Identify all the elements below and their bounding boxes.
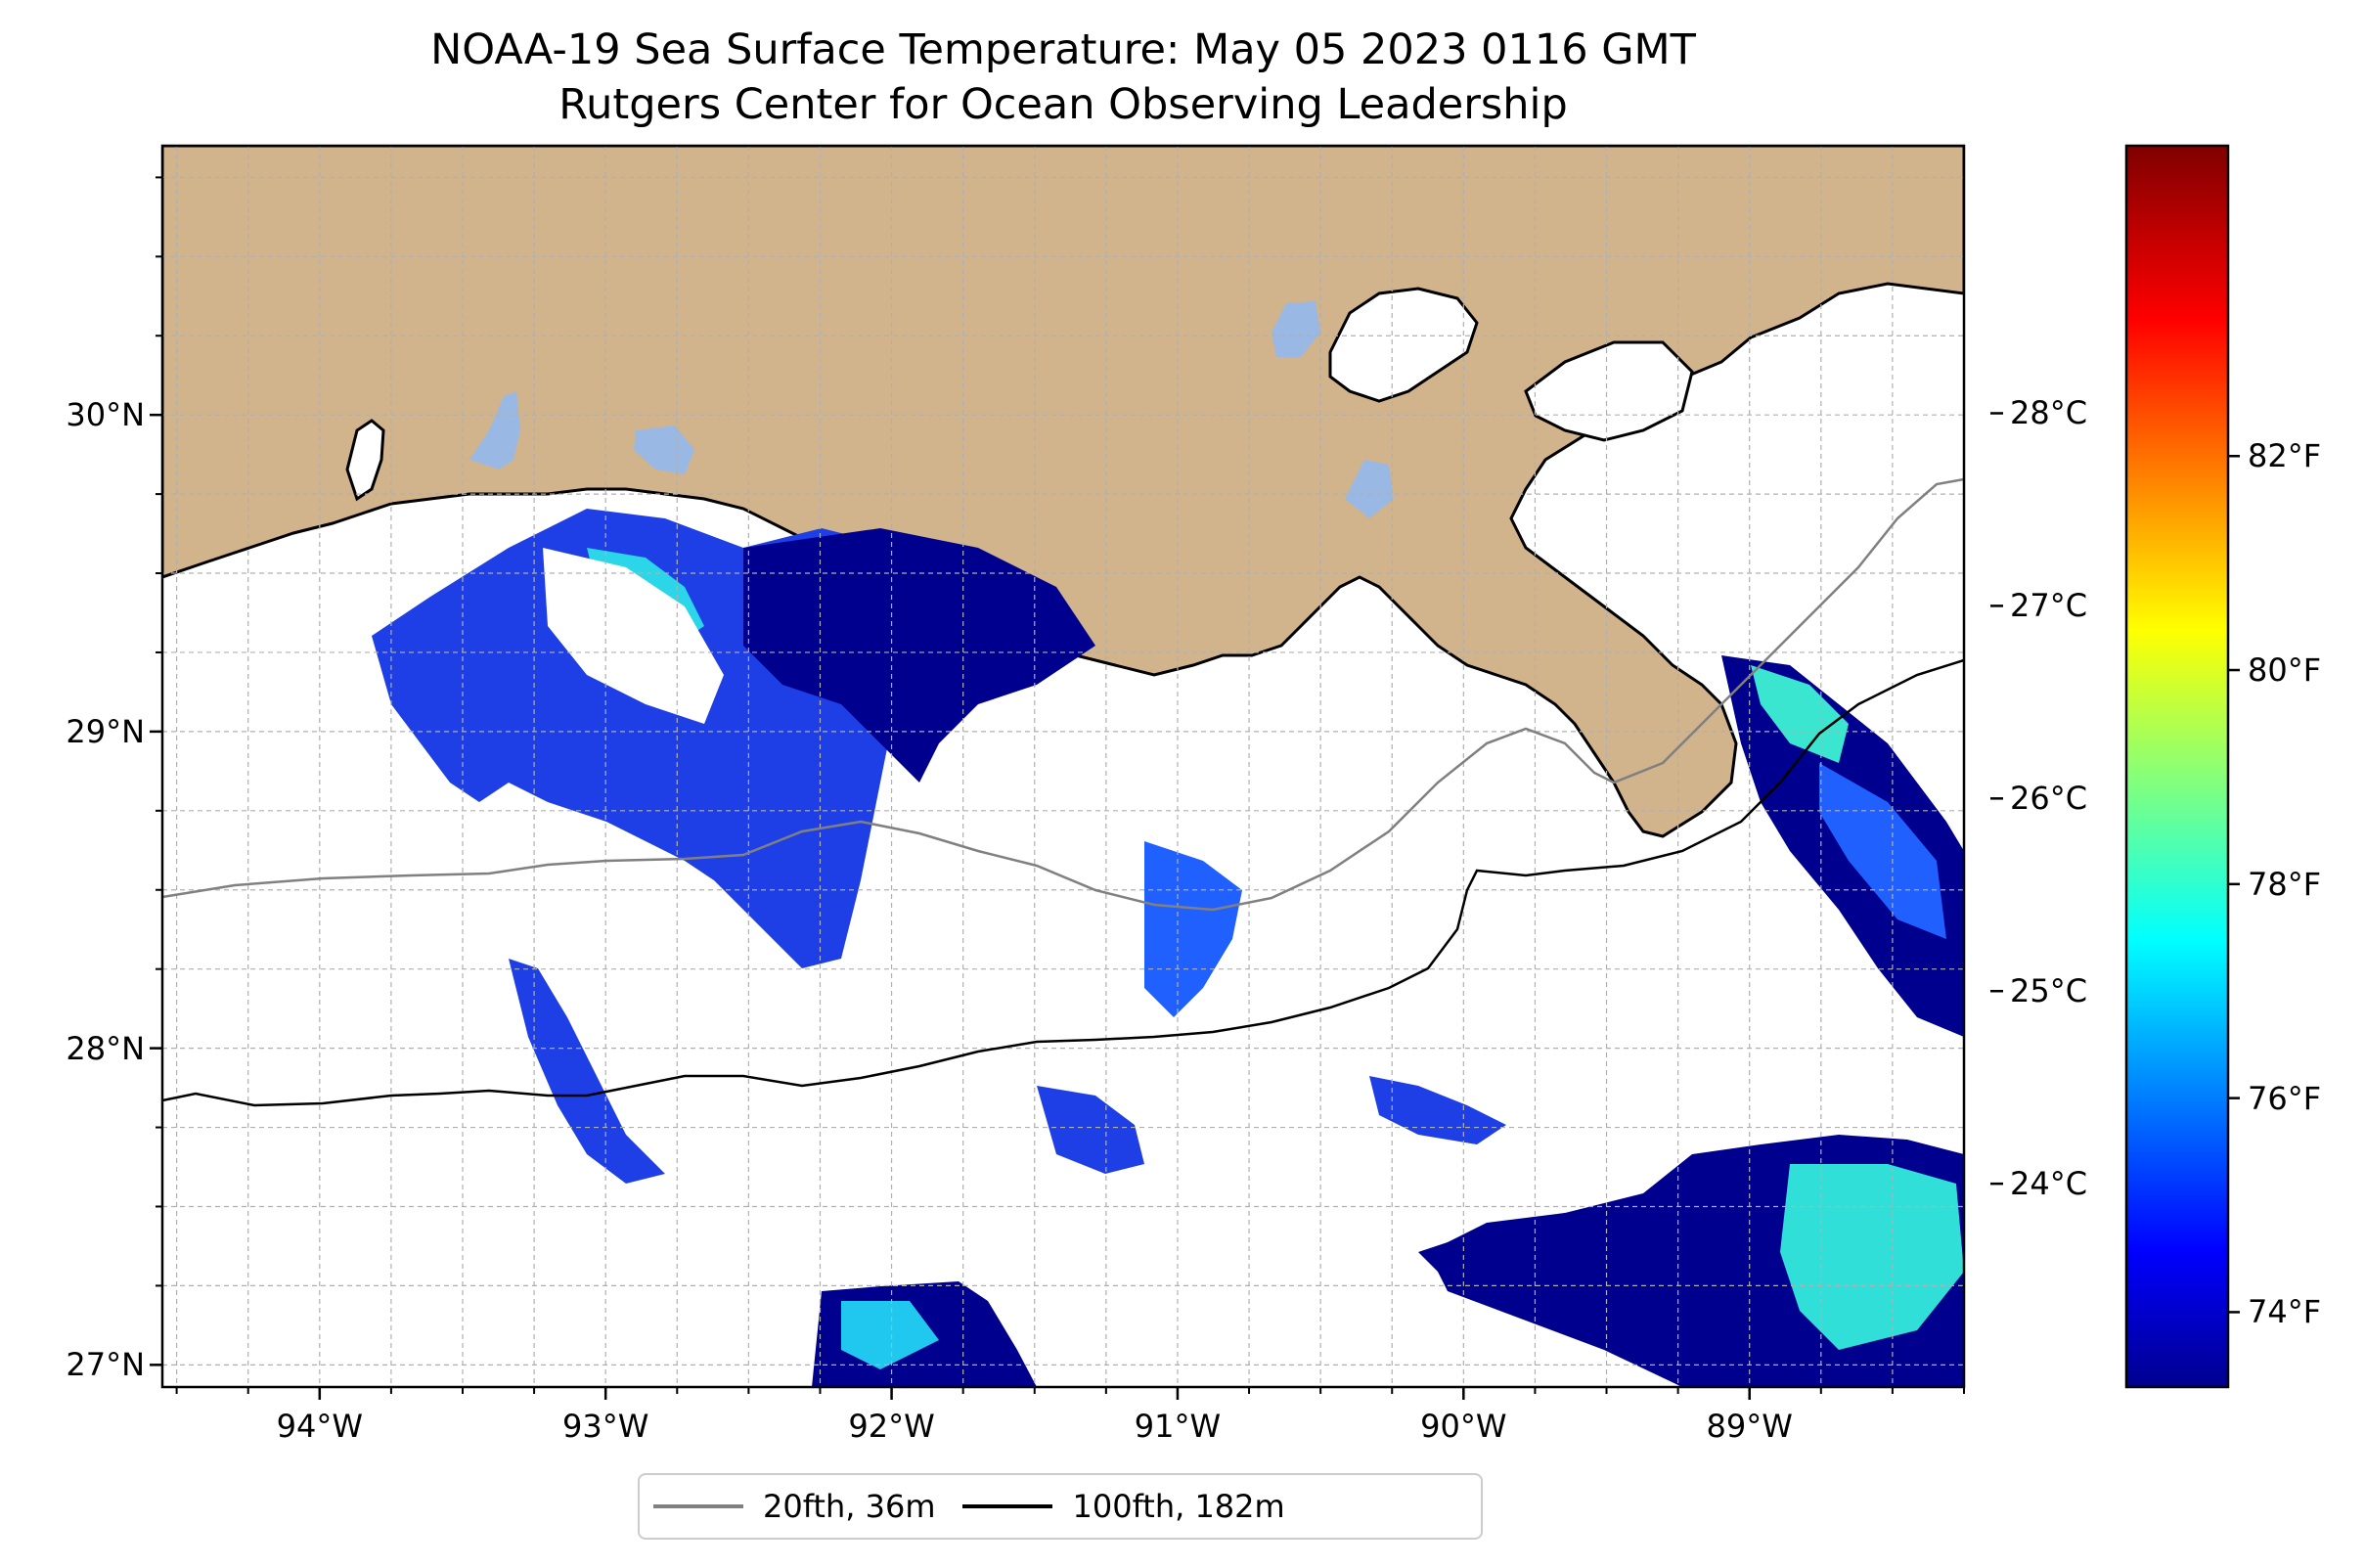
- inland-lake: [1272, 301, 1320, 357]
- colorbar-label-f: 74°F: [2248, 1293, 2322, 1331]
- colorbar-ticks: [1990, 412, 2240, 1314]
- colorbar: [2124, 144, 2230, 1389]
- legend-entry-100fth: 100fth, 182m: [962, 1488, 1285, 1525]
- legend-entry-20fth: 20fth, 36m: [653, 1488, 935, 1525]
- colorbar-label-c: 28°C: [2010, 394, 2088, 432]
- lake-borgne: [1524, 340, 1694, 442]
- isobath-100fth: [162, 658, 1964, 1107]
- land-mass: [162, 146, 1964, 838]
- sabine-lake: [345, 419, 385, 502]
- legend-swatch-100fth: [962, 1504, 1053, 1508]
- colorbar-label-f: 80°F: [2248, 651, 2322, 690]
- inland-lake: [634, 426, 694, 474]
- colorbar-label-f: 78°F: [2248, 865, 2322, 903]
- lake-pontchartrain: [1328, 287, 1479, 403]
- legend-swatch-20fth: [653, 1504, 743, 1508]
- lon-tick-label: 92°W: [848, 1408, 935, 1445]
- colorbar-label-c: 25°C: [2010, 972, 2088, 1010]
- colorbar-label-f: 82°F: [2248, 437, 2322, 475]
- axis-ticks: [150, 176, 1965, 1400]
- lat-tick-label: 30°N: [66, 396, 145, 434]
- lon-tick-label: 93°W: [562, 1408, 649, 1445]
- map-gridlines: [162, 146, 1964, 1387]
- sst-patches: [372, 509, 1964, 1387]
- lat-tick-label: 29°N: [66, 712, 145, 750]
- colorbar-label-c: 27°C: [2010, 587, 2088, 625]
- inland-lake: [469, 391, 520, 470]
- lat-tick-label: 28°N: [66, 1029, 145, 1067]
- colorbar-label-c: 24°C: [2010, 1165, 2088, 1203]
- chart-subtitle: Rutgers Center for Ocean Observing Leade…: [558, 80, 1568, 129]
- legend-label-20fth: 20fth, 36m: [763, 1488, 936, 1525]
- isobath-legend: 20fth, 36m 100fth, 182m: [638, 1473, 1483, 1540]
- colorbar-label-f: 76°F: [2248, 1079, 2322, 1117]
- chart-title: NOAA-19 Sea Surface Temperature: May 05 …: [430, 25, 1696, 74]
- inland-lake: [1345, 460, 1394, 518]
- isobath-20fth: [162, 477, 1964, 912]
- lon-tick-label: 90°W: [1420, 1408, 1507, 1445]
- lat-tick-label: 27°N: [66, 1346, 145, 1384]
- plot-frame: [160, 144, 1966, 1389]
- lon-tick-label: 94°W: [276, 1408, 363, 1445]
- lon-tick-label: 89°W: [1706, 1408, 1793, 1445]
- legend-label-100fth: 100fth, 182m: [1072, 1488, 1285, 1525]
- lon-tick-label: 91°W: [1134, 1408, 1222, 1445]
- colorbar-label-c: 26°C: [2010, 780, 2088, 818]
